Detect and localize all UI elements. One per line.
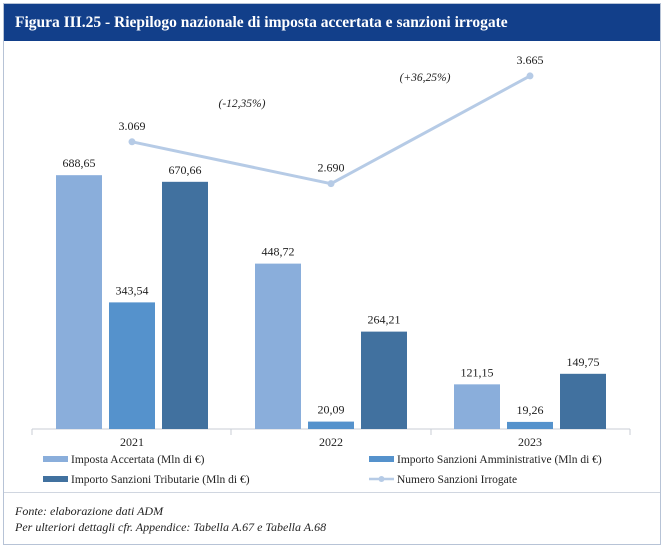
line-value-label: 2.690 xyxy=(318,161,345,175)
x-tick-label: 2022 xyxy=(319,435,343,449)
bar-value-label: 20,09 xyxy=(318,403,345,417)
appendix-note: Per ulteriori dettagli cfr. Appendice: T… xyxy=(15,520,327,534)
figure-frame: Figura III.25 - Riepilogo nazionale di i… xyxy=(3,3,661,545)
legend-marker-numero-sanzioni xyxy=(378,476,385,482)
line-value-label: 3.665 xyxy=(517,53,544,67)
chart-area: 688,65 343,54 670,66 448,72 20,09 264,21 121,1… xyxy=(4,41,660,493)
legend-label-numero-sanzioni: Numero Sanzioni Irrogate xyxy=(397,474,517,486)
bar-value-label: 448,72 xyxy=(262,245,295,259)
bar-imposta-2021 xyxy=(56,175,102,429)
legend-label-sanzioni-amministrative: Importo Sanzioni Amministrative (Mln di … xyxy=(397,454,602,466)
legend-swatch-sanzioni-tributarie xyxy=(43,476,68,482)
bar-sanzioni-tributarie-2023 xyxy=(560,373,606,429)
bar-value-label: 121,15 xyxy=(461,365,494,379)
annotation-change-2023: (+36,25%) xyxy=(400,72,451,84)
line-point-2021 xyxy=(128,138,136,146)
line-group: 3.069 2.690 3.665 xyxy=(119,53,544,188)
figure-title: Figura III.25 - Riepilogo nazionale di i… xyxy=(4,4,660,41)
annotation-change-2022: (-12,35%) xyxy=(219,98,266,110)
bar-value-label: 19,26 xyxy=(517,403,544,417)
source-note: Fonte: elaborazione dati ADM xyxy=(15,504,164,518)
legend-swatch-imposta xyxy=(43,456,68,462)
bar-imposta-2022 xyxy=(255,263,301,429)
bar-sanzioni-tributarie-2022 xyxy=(361,331,407,429)
bar-value-label: 264,21 xyxy=(368,313,401,327)
line-point-2023 xyxy=(526,72,534,80)
bar-value-label: 343,54 xyxy=(116,283,149,297)
legend-swatch-sanzioni-amministrative xyxy=(369,456,394,462)
bar-value-label: 670,66 xyxy=(169,163,202,177)
bar-imposta-2023 xyxy=(454,384,500,429)
chart-svg: 688,65 343,54 670,66 448,72 20,09 264,21 121,1… xyxy=(31,53,631,486)
bar-value-label: 688,65 xyxy=(63,156,96,170)
bar-group xyxy=(56,175,606,429)
bar-sanzioni-amministrative-2023 xyxy=(507,421,553,429)
bar-sanzioni-amministrative-2022 xyxy=(308,421,354,429)
bar-sanzioni-tributarie-2021 xyxy=(162,181,208,429)
line-value-label: 3.069 xyxy=(119,119,146,133)
bar-value-label: 149,75 xyxy=(567,355,600,369)
x-tick-label: 2021 xyxy=(120,435,144,449)
line-point-2022 xyxy=(327,180,335,188)
bar-sanzioni-amministrative-2021 xyxy=(109,302,155,429)
legend-label-imposta: Imposta Accertata (Mln di €) xyxy=(71,454,205,466)
x-tick-label: 2023 xyxy=(518,435,542,449)
bar-label-group: 688,65 343,54 670,66 448,72 20,09 264,21 121,1… xyxy=(63,156,600,417)
legend-label-sanzioni-tributarie: Importo Sanzioni Tributarie (Mln di €) xyxy=(71,474,250,486)
legend: Imposta Accertata (Mln di €) Importo San… xyxy=(43,454,602,486)
